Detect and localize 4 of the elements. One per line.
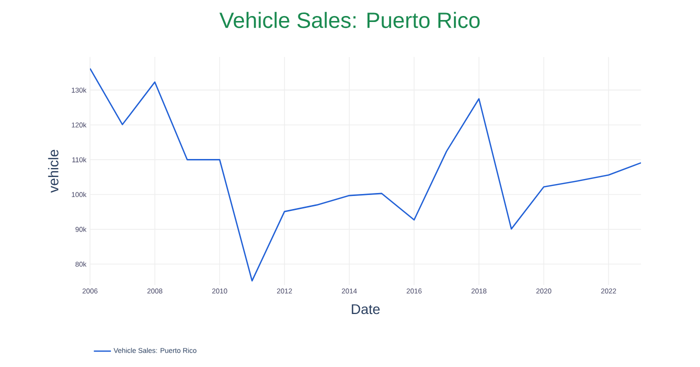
x-axis-title: Date	[352, 304, 380, 314]
chart-title: Vehicle Sales: Puerto Rico	[219, 12, 480, 28]
y-axis-title: vehicle	[48, 150, 58, 193]
line-series	[90, 68, 642, 282]
